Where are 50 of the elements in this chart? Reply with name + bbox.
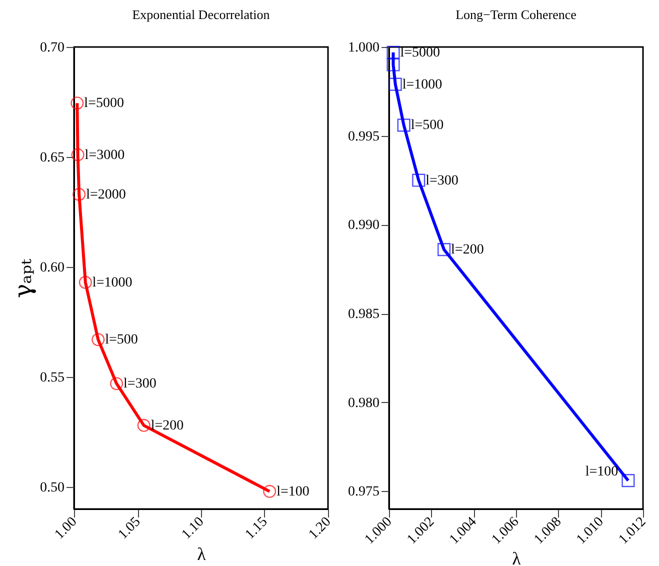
annotation: l=100 <box>585 464 618 480</box>
x-tick-label: 1.20 <box>306 514 334 542</box>
y-tick-label: 0.995 <box>348 129 380 144</box>
y-tick-label: 0.980 <box>348 396 380 411</box>
point <box>110 377 124 390</box>
point <box>438 243 451 256</box>
point <box>388 78 402 91</box>
annotation: l=500 <box>410 118 444 134</box>
point <box>397 118 410 132</box>
y-axis-title: γₐₚₜ <box>9 258 37 298</box>
chart-title: Exponential Decorrelation <box>132 7 270 22</box>
point <box>386 46 400 59</box>
x-axis-title: λ <box>512 548 522 566</box>
y-tick-label: 0.975 <box>348 484 380 500</box>
annotation: l=1000 <box>92 275 132 290</box>
point <box>263 484 276 498</box>
annotation: l=5000 <box>84 96 124 112</box>
annotation: l=2000 <box>86 187 126 202</box>
annotation: l=3000 <box>84 148 125 163</box>
annotation: l=100 <box>276 484 310 500</box>
point <box>412 174 426 187</box>
point <box>72 188 86 201</box>
point <box>78 276 92 289</box>
x-tick-label: 1.00 <box>52 514 80 542</box>
annotation: l=500 <box>105 332 138 348</box>
annotation: l=200 <box>451 242 484 258</box>
y-tick-label: 0.60 <box>40 260 64 276</box>
chart-title: Long−Term Coherence <box>456 7 577 22</box>
y-tick-label: 1.000 <box>348 40 380 56</box>
point <box>137 418 150 432</box>
y-tick-label: 0.55 <box>40 370 64 386</box>
annotation: l=5000 <box>400 45 440 60</box>
y-tick-label: 0.985 <box>348 307 380 322</box>
y-tick-label: 0.50 <box>40 480 64 496</box>
x-axis-title: λ <box>197 544 206 564</box>
x-tick-label: 1.05 <box>116 514 144 542</box>
point <box>71 148 84 162</box>
y-tick-label: 0.990 <box>348 218 380 234</box>
annotation: l=1000 <box>402 77 442 92</box>
annotation: l=300 <box>124 376 156 392</box>
annotation: l=200 <box>150 418 184 434</box>
x-tick-label: 1.10 <box>179 514 208 542</box>
x-tick-label: 1.15 <box>242 514 271 542</box>
point <box>386 58 400 72</box>
point <box>70 96 84 110</box>
point <box>92 333 105 346</box>
y-tick-label: 0.70 <box>40 40 64 56</box>
annotation: l=300 <box>426 173 458 188</box>
point <box>622 474 635 488</box>
y-tick-label: 0.65 <box>40 150 64 166</box>
